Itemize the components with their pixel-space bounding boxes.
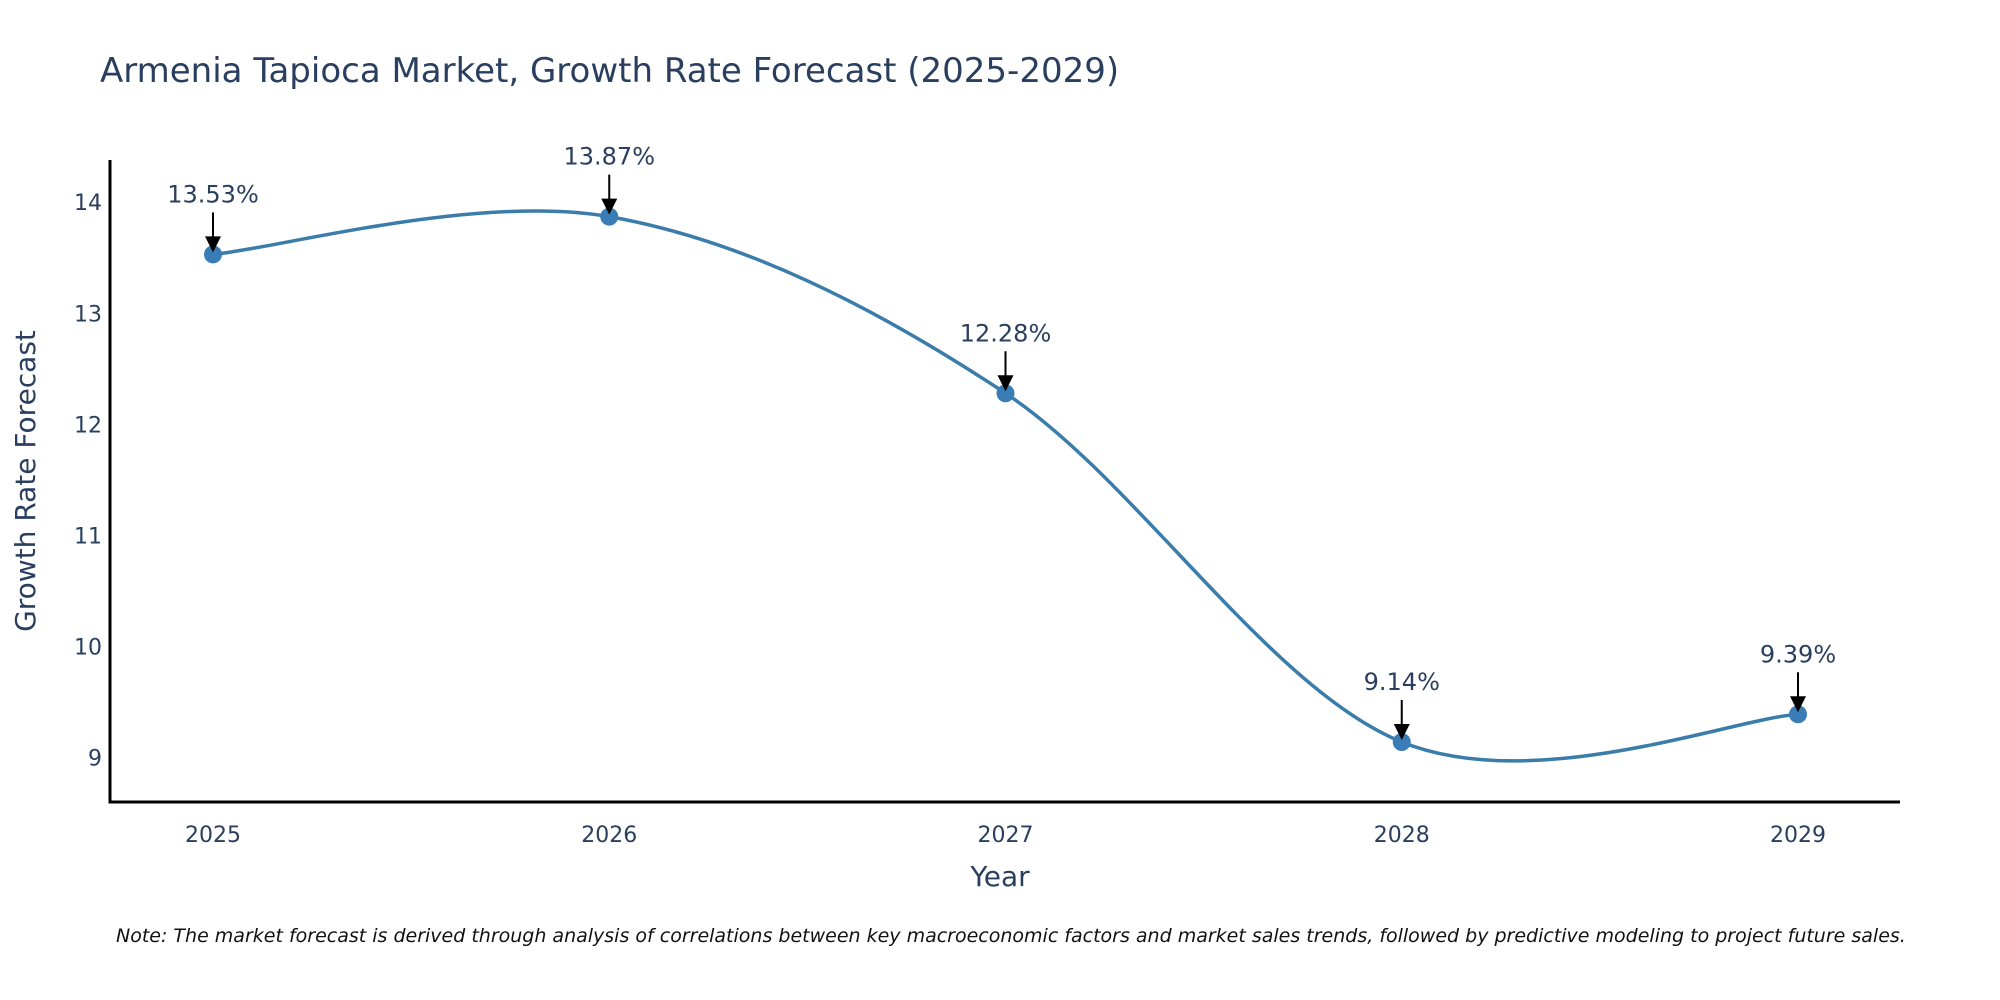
- y-tick-label: 9: [88, 747, 102, 772]
- x-tick-label: 2027: [978, 823, 1034, 848]
- series-line: [212, 209, 1799, 763]
- series-layer: [204, 207, 1807, 763]
- chart-title: Armenia Tapioca Market, Growth Rate Fore…: [100, 51, 1119, 91]
- x-axis-ticks: 2025 2026 2027 2028 2029: [185, 823, 1826, 848]
- y-axis-ticks: 9 10 11 12 13 14: [74, 191, 102, 771]
- data-label: 13.53%: [167, 180, 259, 208]
- annotation-arrowhead: [1393, 724, 1410, 741]
- x-axis-title: Year: [969, 860, 1030, 893]
- data-label: 12.28%: [960, 319, 1052, 347]
- data-point[interactable]: [996, 384, 1015, 403]
- data-point[interactable]: [1392, 733, 1411, 752]
- annotation-arrowhead: [997, 375, 1014, 392]
- data-point[interactable]: [204, 245, 222, 264]
- data-point[interactable]: [600, 207, 619, 226]
- data-label: 9.14%: [1364, 668, 1440, 696]
- x-tick-label: 2029: [1770, 823, 1826, 848]
- footnote: Note: The market forecast is derived thr…: [116, 925, 1906, 947]
- data-point[interactable]: [1789, 705, 1807, 724]
- y-tick-label: 12: [74, 413, 102, 438]
- y-tick-label: 14: [74, 191, 102, 216]
- annotations-layer: 13.53% 13.87% 12.28% 9.14% 9.39%: [167, 143, 1836, 741]
- data-label: 13.87%: [563, 143, 655, 171]
- y-axis-title: Growth Rate Forecast: [9, 330, 42, 632]
- data-label: 9.39%: [1760, 640, 1836, 668]
- annotation-arrowhead: [205, 236, 221, 253]
- plot-area: 13.53% 13.87% 12.28% 9.14% 9.39%: [167, 143, 1836, 763]
- annotation-arrowhead: [1790, 696, 1806, 713]
- y-tick-label: 13: [74, 302, 102, 327]
- x-tick-label: 2026: [581, 823, 637, 848]
- x-tick-label: 2028: [1374, 823, 1430, 848]
- x-tick-label: 2025: [185, 823, 241, 848]
- annotation-arrowhead: [601, 198, 618, 215]
- y-tick-label: 11: [74, 524, 102, 549]
- y-tick-label: 10: [74, 635, 102, 660]
